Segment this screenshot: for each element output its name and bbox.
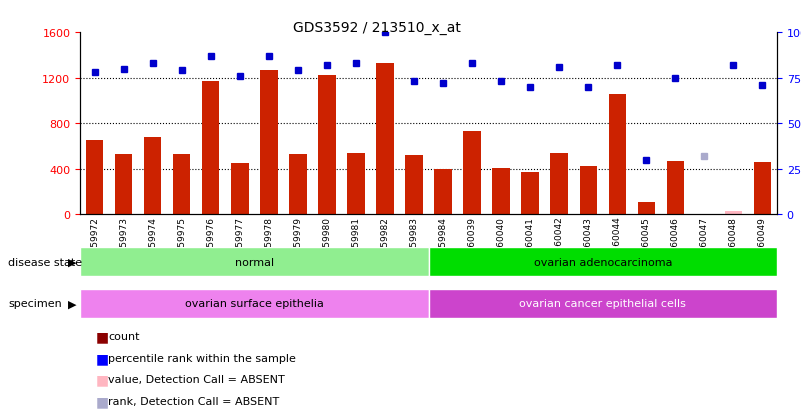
Bar — [405, 156, 423, 215]
Bar — [493, 168, 509, 215]
Bar — [521, 173, 539, 215]
Text: ▶: ▶ — [67, 257, 76, 267]
Text: ovarian surface epithelia: ovarian surface epithelia — [185, 299, 324, 309]
Text: rank, Detection Call = ABSENT: rank, Detection Call = ABSENT — [108, 396, 280, 406]
FancyBboxPatch shape — [429, 289, 777, 318]
Bar — [231, 164, 248, 215]
Bar — [348, 154, 364, 215]
Text: ovarian adenocarcinoma: ovarian adenocarcinoma — [533, 257, 672, 267]
Text: ■: ■ — [96, 330, 109, 344]
Text: ■: ■ — [96, 351, 109, 365]
Text: count: count — [108, 332, 139, 342]
Bar — [376, 64, 393, 215]
Text: normal: normal — [235, 257, 274, 267]
Text: specimen: specimen — [8, 299, 62, 309]
Text: ■: ■ — [96, 394, 109, 408]
Bar — [260, 71, 277, 215]
Text: percentile rank within the sample: percentile rank within the sample — [108, 353, 296, 363]
FancyBboxPatch shape — [80, 248, 429, 277]
Bar — [86, 141, 103, 215]
FancyBboxPatch shape — [429, 248, 777, 277]
Text: GDS3592 / 213510_x_at: GDS3592 / 213510_x_at — [292, 21, 461, 35]
Bar — [579, 167, 597, 215]
Text: ovarian cancer epithelial cells: ovarian cancer epithelial cells — [519, 299, 686, 309]
Text: ▶: ▶ — [67, 299, 76, 309]
Bar — [609, 95, 626, 215]
Bar — [666, 161, 684, 215]
Bar — [173, 154, 191, 215]
FancyBboxPatch shape — [80, 289, 429, 318]
Bar — [289, 154, 307, 215]
Bar — [202, 82, 219, 215]
Bar — [638, 202, 655, 215]
Bar — [115, 154, 132, 215]
Text: disease state: disease state — [8, 257, 83, 267]
Text: ■: ■ — [96, 373, 109, 387]
Bar — [550, 154, 568, 215]
Text: value, Detection Call = ABSENT: value, Detection Call = ABSENT — [108, 375, 285, 385]
Bar — [463, 132, 481, 215]
Bar — [318, 76, 336, 215]
Bar — [434, 169, 452, 215]
Bar — [725, 211, 742, 215]
Bar — [144, 138, 162, 215]
Bar — [754, 163, 771, 215]
